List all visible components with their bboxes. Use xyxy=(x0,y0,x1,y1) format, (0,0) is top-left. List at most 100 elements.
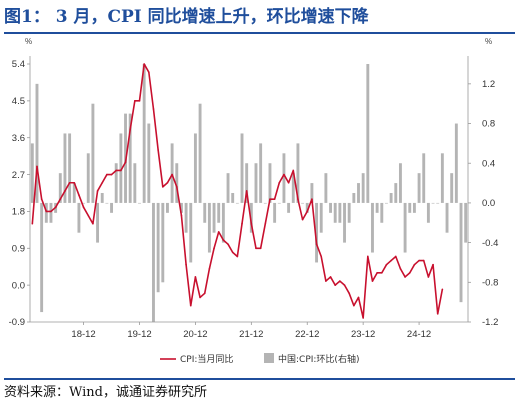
yoy-point xyxy=(441,288,444,291)
yoy-point xyxy=(241,222,243,225)
mom-bar xyxy=(189,202,193,263)
left-tick-label: 3.6 xyxy=(12,133,25,144)
mom-bar xyxy=(138,202,141,204)
mom-bar xyxy=(30,143,34,203)
yoy-point xyxy=(269,198,271,200)
mom-bar xyxy=(240,133,244,203)
right-tick-label: 0.4 xyxy=(482,158,495,169)
yoy-point xyxy=(194,276,197,278)
yoy-point xyxy=(329,276,332,278)
yoy-point xyxy=(348,292,350,295)
yoy-point xyxy=(45,210,48,213)
yoy-point xyxy=(78,194,80,196)
mom-bar xyxy=(142,64,146,203)
yoy-point xyxy=(413,263,416,266)
yoy-point xyxy=(283,173,285,176)
mom-bar xyxy=(152,202,155,322)
mom-bar xyxy=(398,163,402,203)
yoy-point xyxy=(199,296,201,299)
mom-bar xyxy=(403,202,407,253)
right-unit-label: % xyxy=(485,37,492,46)
mom-bar xyxy=(380,202,384,223)
x-tick-label: 18-12 xyxy=(71,329,95,340)
mom-bar xyxy=(63,133,67,203)
mom-bar xyxy=(287,202,291,213)
mom-bar xyxy=(385,202,388,204)
mom-bar xyxy=(86,153,90,203)
mom-bar xyxy=(296,143,300,203)
mom-bar xyxy=(310,183,314,203)
mom-bar xyxy=(315,202,319,263)
mom-bar xyxy=(426,202,430,223)
mom-bar xyxy=(394,183,398,203)
mom-bar xyxy=(217,202,221,223)
yoy-point xyxy=(422,259,425,262)
mom-bar xyxy=(352,193,356,203)
left-tick-label: 0.0 xyxy=(12,280,25,291)
left-tick-label: 2.7 xyxy=(12,170,25,181)
yoy-point xyxy=(138,100,141,102)
mom-bar xyxy=(119,133,123,203)
left-tick-label: 1.8 xyxy=(12,207,25,218)
yoy-point xyxy=(325,280,327,282)
yoy-point xyxy=(185,263,187,266)
yoy-point xyxy=(110,173,113,176)
yoy-point xyxy=(287,181,290,184)
mom-bar xyxy=(91,103,95,203)
mom-bars xyxy=(30,64,468,322)
mom-bar xyxy=(166,202,169,213)
yoy-point xyxy=(297,198,299,200)
yoy-point xyxy=(101,181,104,184)
yoy-point xyxy=(120,169,122,172)
mom-bar xyxy=(431,202,435,204)
right-tick-label: 0.0 xyxy=(482,198,495,209)
mom-bar xyxy=(361,173,365,203)
legend-bar-swatch xyxy=(264,353,274,363)
yoy-point xyxy=(68,181,71,184)
yoy-point xyxy=(92,222,94,225)
yoy-point xyxy=(59,198,62,200)
mom-bar xyxy=(68,133,72,203)
yoy-point xyxy=(264,222,267,225)
yoy-point xyxy=(436,313,439,315)
yoy-point xyxy=(301,218,304,221)
mom-bar xyxy=(133,163,137,203)
yoy-point xyxy=(148,71,150,73)
yoy-point xyxy=(315,243,318,245)
yoy-point xyxy=(124,161,127,164)
yoy-point xyxy=(292,169,295,172)
mom-bar xyxy=(156,202,160,293)
yoy-point xyxy=(161,186,164,188)
mom-bar xyxy=(329,202,332,213)
mom-bar xyxy=(221,202,225,243)
mom-bar xyxy=(226,173,230,203)
mom-bar xyxy=(82,202,86,204)
right-tick-label: 1.2 xyxy=(482,79,495,90)
yoy-point xyxy=(273,198,276,200)
left-tick-label: 4.5 xyxy=(12,96,25,107)
x-axis: 18-12 19-12 20-12 21-12 22-12 23-12 24-12 xyxy=(30,321,468,340)
left-tick-label: -0.9 xyxy=(9,317,25,328)
mom-bar xyxy=(408,202,412,213)
mom-bar xyxy=(235,202,239,204)
mom-bar xyxy=(179,202,183,213)
left-tick-label: 5.4 xyxy=(12,59,25,70)
left-tick-label: 0.9 xyxy=(12,243,25,254)
mom-bar xyxy=(301,202,305,204)
yoy-point xyxy=(245,190,248,192)
figure-title: 图1： 3 月，CPI 同比增速上升，环比增速下降 xyxy=(4,2,515,34)
mom-bar xyxy=(231,193,235,203)
mom-bar xyxy=(319,202,323,233)
yoy-point xyxy=(171,173,173,176)
mom-bar xyxy=(291,173,295,203)
x-tick-label: 22-12 xyxy=(295,329,319,340)
legend: CPI:当月同比 中国:CPI:环比(右轴) xyxy=(160,353,359,365)
mom-bar xyxy=(96,202,100,243)
yoy-point xyxy=(362,317,364,319)
yoy-point xyxy=(367,255,369,258)
yoy-point xyxy=(36,165,38,168)
mom-bar xyxy=(44,202,48,223)
yoy-point xyxy=(96,190,99,192)
yoy-point xyxy=(50,210,52,213)
yoy-point xyxy=(343,284,346,286)
